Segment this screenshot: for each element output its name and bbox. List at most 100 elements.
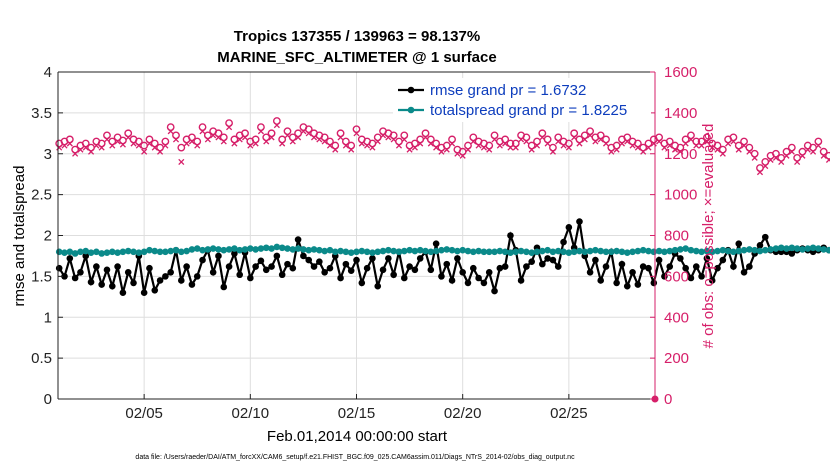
data-point xyxy=(501,248,509,256)
data-point xyxy=(581,248,589,256)
data-point xyxy=(496,264,504,272)
data-point xyxy=(666,263,674,270)
data-point xyxy=(677,148,684,155)
data-point xyxy=(82,144,89,151)
data-point xyxy=(528,249,535,256)
data-point xyxy=(438,273,445,280)
data-point xyxy=(231,250,238,257)
data-point xyxy=(103,249,111,256)
data-point xyxy=(518,136,525,143)
data-point xyxy=(93,142,100,149)
data-point xyxy=(746,263,753,270)
data-point xyxy=(157,148,164,155)
data-point xyxy=(395,142,403,149)
data-point xyxy=(517,277,525,284)
data-point xyxy=(374,248,382,256)
data-point xyxy=(236,136,243,143)
data-point xyxy=(268,245,275,252)
data-point xyxy=(247,245,254,252)
data-point xyxy=(576,218,583,225)
data-point xyxy=(666,142,673,149)
legend: rmse grand pr = 1.6732 totalspread grand … xyxy=(393,78,651,122)
data-point xyxy=(772,154,779,161)
data-point xyxy=(703,255,711,262)
data-point xyxy=(374,282,382,290)
data-point xyxy=(273,252,281,260)
data-point xyxy=(66,140,73,147)
x-tick-label: 02/10 xyxy=(232,405,270,422)
data-point xyxy=(485,268,493,276)
data-point xyxy=(220,283,228,291)
data-point xyxy=(193,245,201,252)
data-point xyxy=(385,246,392,254)
data-point xyxy=(183,140,190,147)
data-point xyxy=(486,146,493,153)
data-point xyxy=(549,248,557,256)
data-point xyxy=(544,255,551,262)
data-point xyxy=(464,146,472,153)
data-point xyxy=(740,268,748,276)
data-point xyxy=(87,278,95,286)
data-point xyxy=(103,136,111,143)
data-point xyxy=(788,148,795,155)
data-point xyxy=(268,134,275,141)
data-point xyxy=(544,140,551,147)
data-point xyxy=(114,263,121,270)
data-point xyxy=(422,134,429,141)
data-point xyxy=(411,144,418,151)
legend-label: rmse grand pr = 1.6732 xyxy=(430,82,586,99)
data-point xyxy=(783,152,790,159)
data-point xyxy=(464,279,472,287)
data-point xyxy=(337,274,344,282)
data-point xyxy=(783,245,790,252)
data-point xyxy=(374,138,381,145)
data-point xyxy=(820,246,827,253)
data-point xyxy=(703,138,710,145)
data-point xyxy=(746,246,753,253)
y-tick-label-left: 1.5 xyxy=(31,268,52,285)
data-point xyxy=(247,142,254,149)
data-point xyxy=(650,279,658,287)
data-point xyxy=(592,256,599,264)
data-point xyxy=(629,248,636,256)
chart-subtitle: MARINE_SFC_ALTIMETER @ 1 surface xyxy=(217,49,496,66)
data-point xyxy=(305,256,313,264)
data-point xyxy=(241,246,249,253)
data-point xyxy=(427,248,435,256)
data-point xyxy=(761,246,769,254)
data-point xyxy=(629,142,636,149)
data-point xyxy=(565,144,572,151)
data-point xyxy=(788,244,796,252)
data-point xyxy=(533,142,541,149)
data-point xyxy=(692,247,700,255)
data-point xyxy=(777,244,785,252)
data-point xyxy=(576,140,583,147)
data-point xyxy=(539,260,546,268)
data-point xyxy=(433,144,440,151)
data-point xyxy=(618,140,626,147)
data-point xyxy=(586,268,594,276)
data-point xyxy=(108,248,116,256)
data-point xyxy=(756,169,764,176)
data-point xyxy=(262,244,270,252)
data-point xyxy=(417,140,424,147)
data-point xyxy=(135,142,142,149)
data-point xyxy=(316,136,323,143)
data-point xyxy=(698,248,705,256)
data-point xyxy=(93,248,100,256)
data-point xyxy=(459,268,466,276)
data-point xyxy=(305,130,312,137)
data-point xyxy=(204,246,212,253)
data-point xyxy=(730,138,737,145)
data-point xyxy=(809,244,817,252)
data-point xyxy=(645,144,652,151)
data-point xyxy=(119,141,126,148)
data-point xyxy=(162,273,169,280)
data-point xyxy=(719,246,727,254)
data-point xyxy=(156,277,164,284)
data-point xyxy=(613,247,620,255)
data-point xyxy=(326,142,334,149)
data-point xyxy=(247,274,254,282)
data-point xyxy=(77,146,84,153)
data-point xyxy=(172,246,180,254)
